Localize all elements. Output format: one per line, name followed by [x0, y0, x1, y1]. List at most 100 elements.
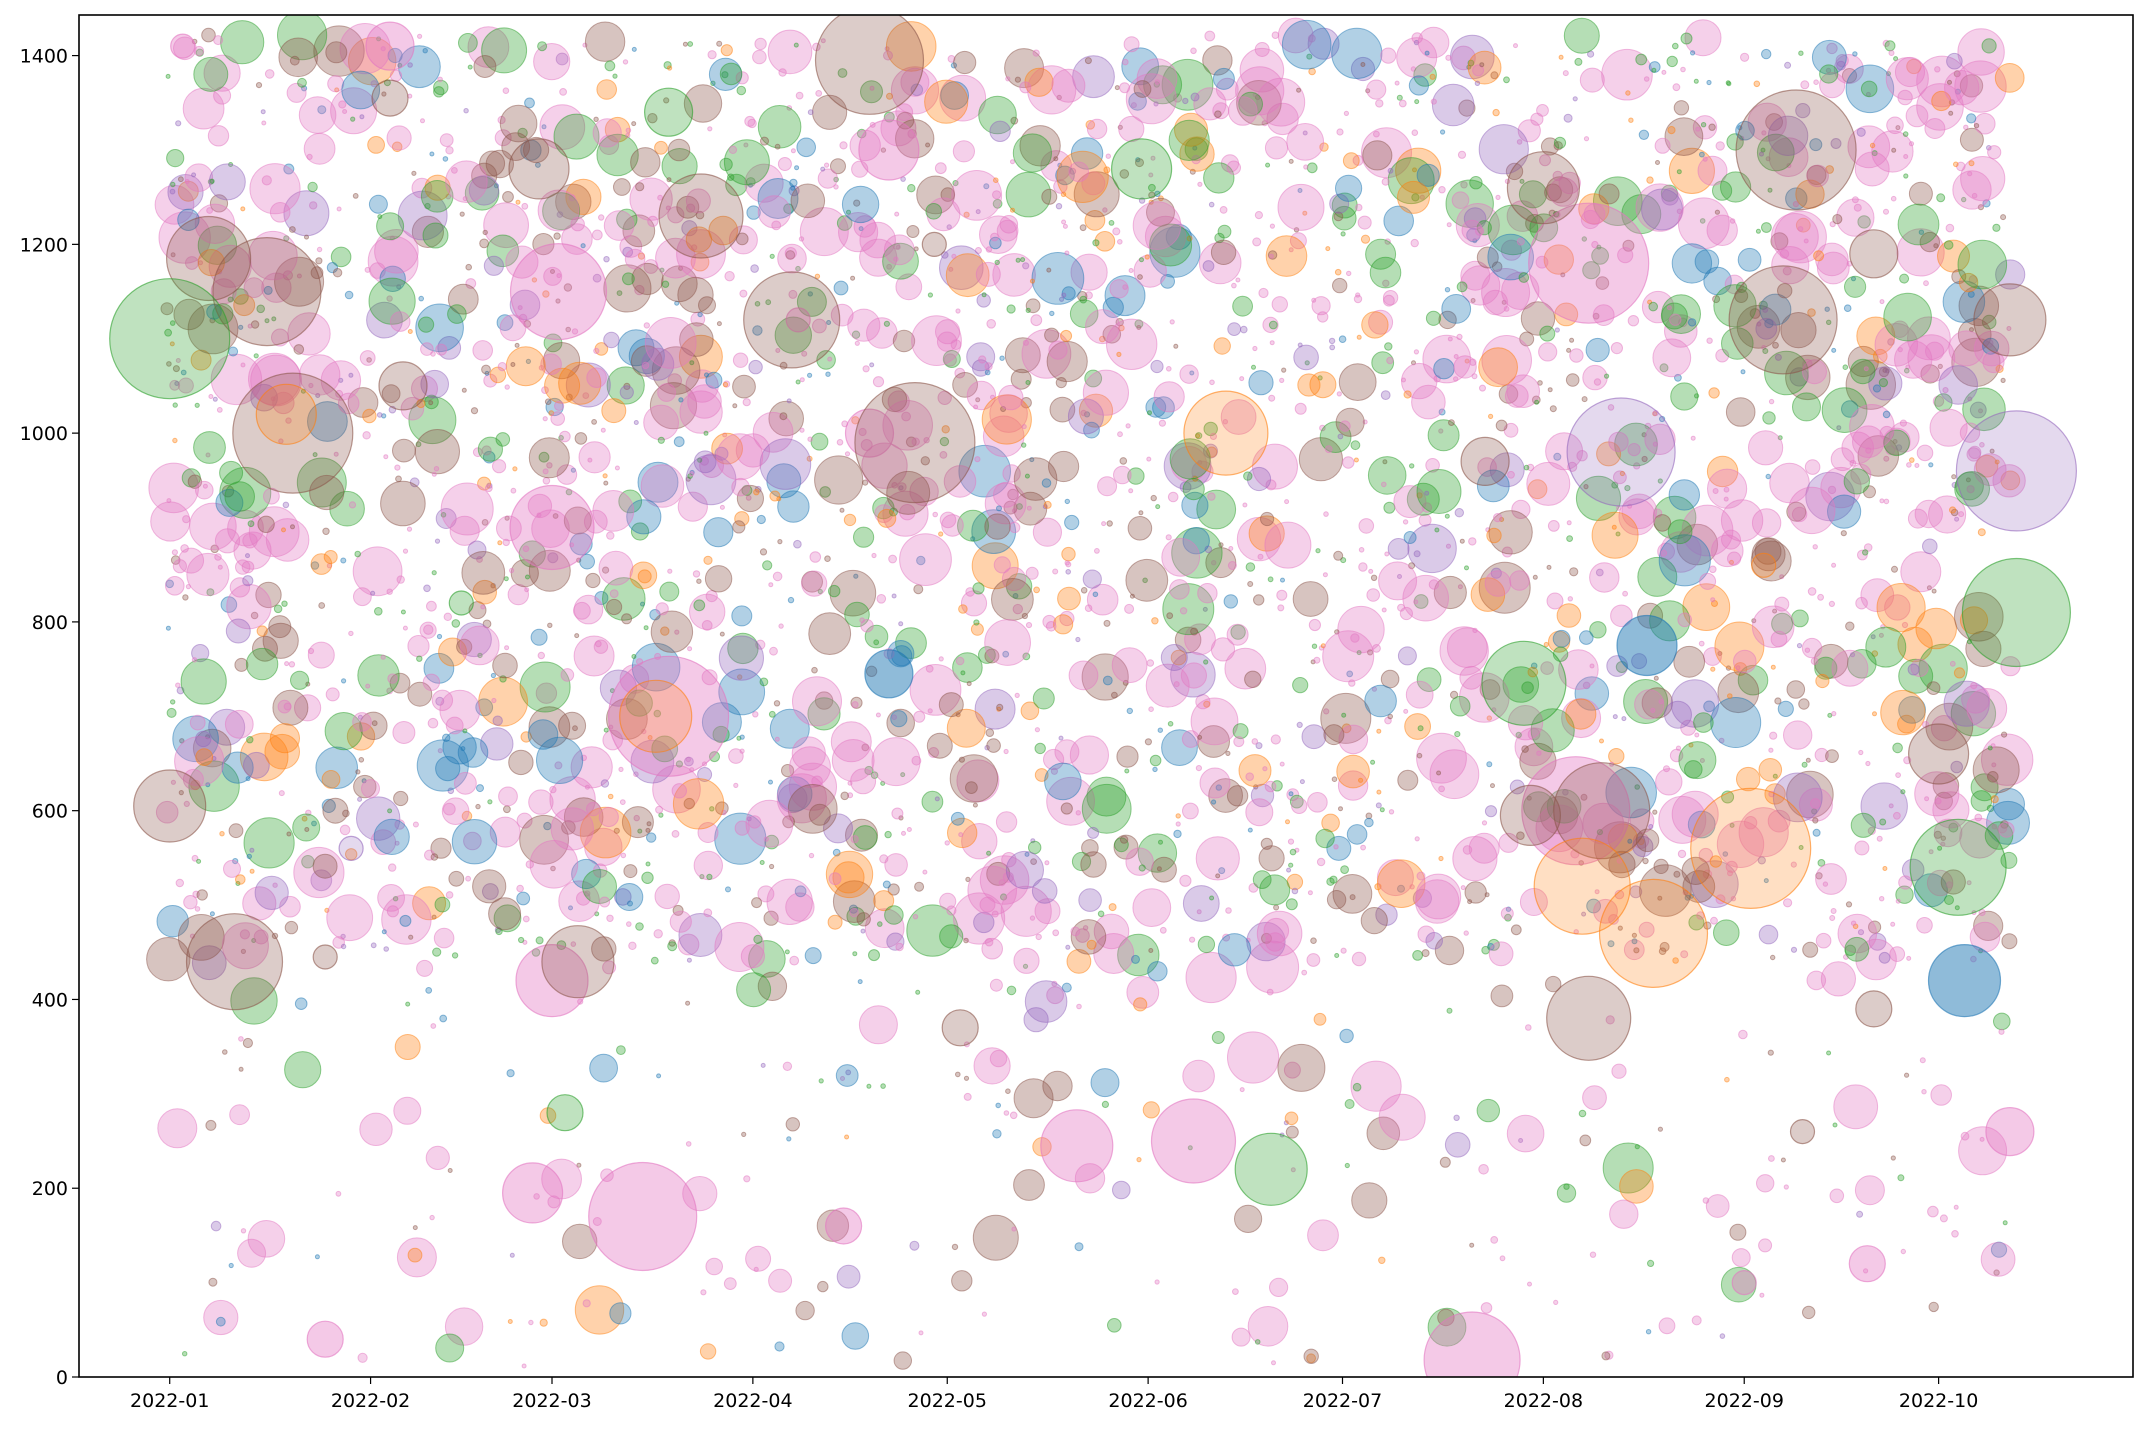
texture-dot: [1281, 19, 1332, 70]
texture-dot: [1486, 527, 1502, 544]
texture-dot: [647, 215, 659, 227]
texture-dot: [1042, 1070, 1073, 1102]
texture-dot: [1057, 586, 1081, 611]
texture-dot: [808, 803, 831, 826]
texture-dot: [839, 507, 845, 513]
texture-dot: [810, 432, 829, 451]
texture-dot: [439, 1014, 448, 1023]
texture-dot: [411, 170, 417, 176]
texture-dot: [273, 604, 283, 614]
texture-dot: [678, 397, 684, 403]
texture-dot: [1207, 492, 1216, 501]
texture-dot: [1554, 327, 1560, 333]
texture-dot: [1868, 920, 1882, 934]
texture-dot: [1133, 997, 1148, 1012]
texture-dot: [1629, 808, 1655, 834]
texture-dot: [683, 84, 723, 123]
texture-dot: [1526, 795, 1532, 801]
texture-dot: [760, 136, 769, 146]
texture-dot: [433, 466, 440, 472]
texture-dot: [481, 364, 491, 375]
texture-dot: [184, 179, 190, 184]
texture-dot: [1449, 695, 1471, 717]
texture-dot: [521, 1363, 527, 1369]
texture-dot: [1733, 649, 1757, 674]
texture-dot: [1179, 364, 1199, 384]
texture-dot: [963, 1092, 972, 1101]
texture-dot: [811, 666, 818, 674]
texture-dot: [603, 480, 609, 486]
texture-dot: [512, 466, 518, 472]
texture-dot: [745, 799, 794, 848]
texture-dot: [509, 289, 541, 321]
texture-dot: [882, 880, 891, 889]
texture-dot: [1951, 337, 2001, 387]
texture-dot: [1046, 267, 1052, 273]
texture-dot: [418, 295, 425, 302]
texture-dot: [1654, 137, 1671, 154]
texture-dot: [845, 1069, 852, 1076]
texture-dot: [693, 450, 717, 474]
texture-dot: [1064, 250, 1070, 256]
texture-dot: [1031, 252, 1085, 305]
texture-dot: [1591, 511, 1639, 559]
texture-dot: [1967, 290, 1975, 298]
texture-dot: [1138, 864, 1146, 872]
texture-dot: [1563, 113, 1573, 123]
texture-dot: [1525, 1024, 1532, 1031]
texture-dot: [1454, 508, 1465, 518]
texture-dot: [448, 870, 465, 887]
texture-dot: [1518, 1138, 1524, 1143]
texture-dot: [1960, 156, 2006, 202]
texture-dot: [1812, 828, 1821, 837]
texture-dot: [737, 674, 743, 680]
texture-dot: [1113, 465, 1132, 485]
texture-dot: [376, 412, 383, 418]
texture-dot: [1190, 92, 1200, 102]
texture-dot: [1761, 48, 1772, 60]
texture-dot: [978, 355, 987, 364]
texture-dot: [1307, 890, 1313, 896]
texture-dot: [528, 549, 571, 592]
texture-dot: [1253, 594, 1265, 606]
texture-dot: [1715, 141, 1725, 151]
texture-dot: [760, 1062, 766, 1068]
scatter-point: [546, 1094, 584, 1132]
texture-dot: [1019, 81, 1032, 94]
texture-dot: [1358, 562, 1368, 572]
texture-dot: [1308, 618, 1322, 632]
texture-dot: [445, 160, 488, 203]
texture-dot: [719, 504, 725, 510]
texture-dot: [773, 700, 781, 707]
texture-dot: [827, 914, 843, 930]
texture-dot: [1487, 233, 1534, 281]
texture-dot: [599, 896, 611, 908]
texture-dot: [741, 1131, 747, 1138]
texture-dot: [853, 199, 861, 207]
texture-dot: [1084, 57, 1092, 65]
texture-dot: [1831, 711, 1837, 717]
texture-dot: [1407, 523, 1457, 574]
texture-dot: [742, 398, 751, 407]
texture-dot: [850, 768, 877, 795]
texture-dot: [1643, 76, 1650, 82]
texture-dot: [166, 707, 177, 718]
texture-dot: [1151, 617, 1159, 625]
texture-dot: [293, 344, 305, 355]
scatter-point: [1961, 557, 2072, 668]
plot-area: [79, 15, 2133, 1377]
texture-dot: [990, 232, 999, 242]
texture-dot: [1338, 806, 1343, 812]
texture-dot: [431, 570, 437, 576]
texture-dot: [1970, 682, 1978, 690]
texture-dot: [1439, 626, 1489, 676]
texture-dot: [985, 246, 993, 253]
texture-dot: [794, 165, 800, 171]
texture-dot: [646, 821, 652, 827]
texture-dot: [1593, 176, 1643, 226]
texture-dot: [1612, 714, 1618, 720]
texture-dot: [1404, 713, 1431, 740]
texture-dot: [165, 625, 171, 631]
texture-dot: [1934, 66, 1941, 73]
texture-dot: [568, 905, 573, 911]
